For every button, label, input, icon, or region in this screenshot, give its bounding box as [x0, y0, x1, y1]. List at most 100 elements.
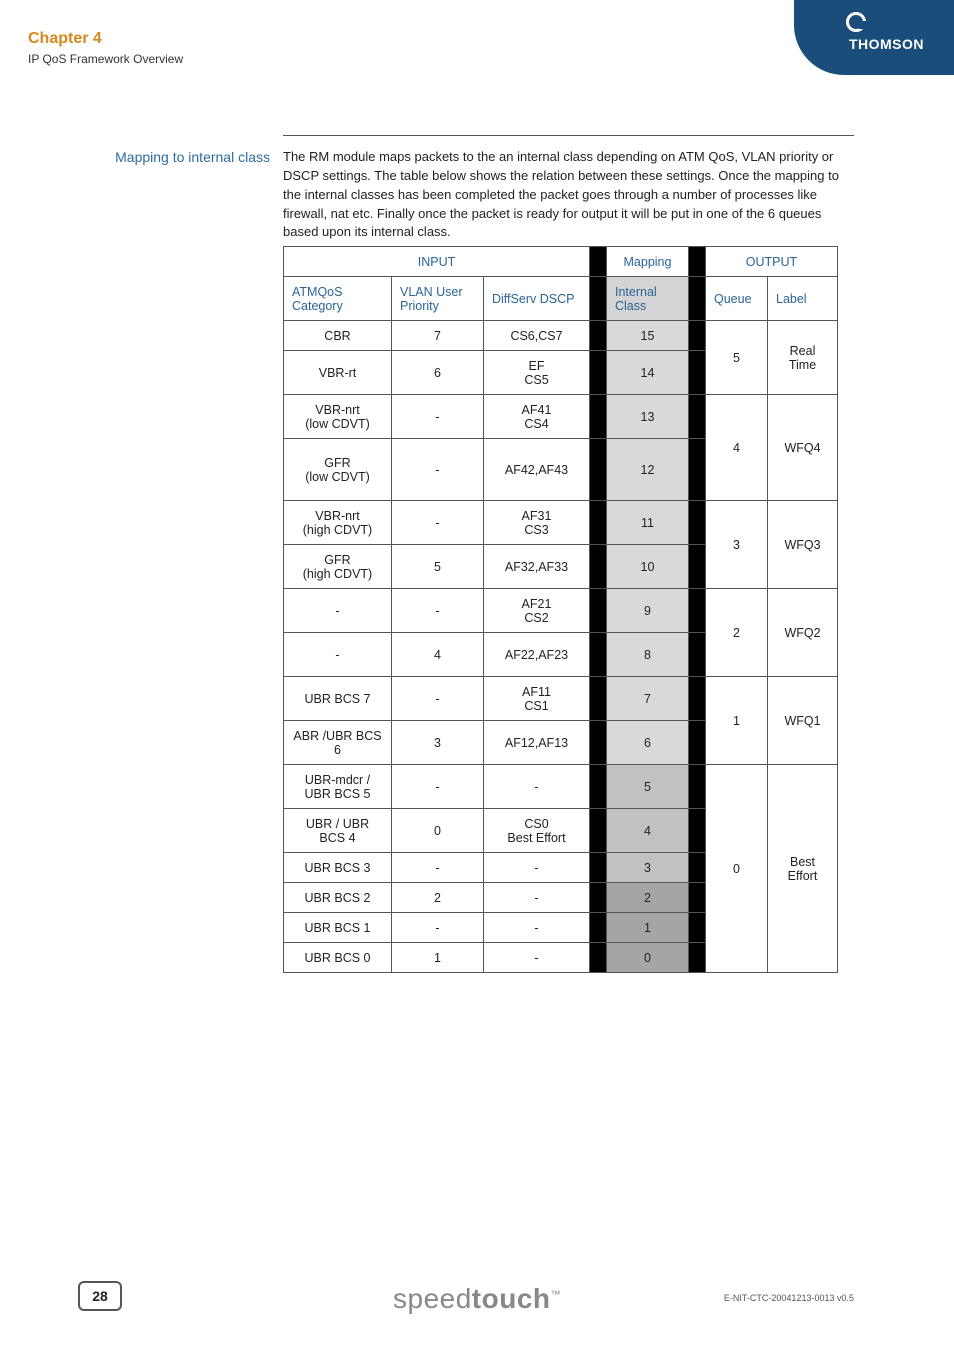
cell-dscp: AF21CS2 — [484, 589, 590, 633]
table-separator — [689, 853, 706, 883]
cell-dscp: AF31CS3 — [484, 501, 590, 545]
cell-internal-class: 10 — [607, 545, 689, 589]
brand-ring-icon — [846, 12, 866, 32]
table-separator — [590, 913, 607, 943]
table-separator — [689, 721, 706, 765]
table-separator — [689, 809, 706, 853]
cell-queue: 2 — [706, 589, 768, 677]
cell-vlan: 1 — [392, 943, 484, 973]
cell-vlan: - — [392, 501, 484, 545]
table-separator — [689, 943, 706, 973]
cell-vlan: - — [392, 677, 484, 721]
cell-vlan: - — [392, 589, 484, 633]
cell-internal-class: 14 — [607, 351, 689, 395]
input-group-header: INPUT — [284, 247, 590, 277]
cell-atm: - — [284, 589, 392, 633]
table-separator — [590, 439, 607, 501]
table-separator — [590, 321, 607, 351]
table-separator — [590, 395, 607, 439]
brand-corner: THOMSON — [794, 0, 954, 75]
document-id: E-NIT-CTC-20041213-0013 v0.5 — [724, 1293, 854, 1303]
brand-name: THOMSON — [849, 36, 924, 52]
table-separator — [689, 439, 706, 501]
table-separator — [590, 853, 607, 883]
cell-dscp: - — [484, 765, 590, 809]
table-separator — [590, 721, 607, 765]
table-separator — [689, 277, 706, 321]
table-separator — [689, 501, 706, 545]
table-row: UBR BCS 7-AF11CS171WFQ1 — [284, 677, 838, 721]
cell-dscp: AF11CS1 — [484, 677, 590, 721]
cell-internal-class: 4 — [607, 809, 689, 853]
cell-queue: 3 — [706, 501, 768, 589]
cell-atm: VBR-rt — [284, 351, 392, 395]
table-row: CBR7CS6,CS7155Real Time — [284, 321, 838, 351]
qos-mapping-table: INPUTMappingOUTPUTATMQoS CategoryVLAN Us… — [283, 246, 838, 973]
cell-label: WFQ4 — [768, 395, 838, 501]
table-separator — [590, 589, 607, 633]
cell-label: Real Time — [768, 321, 838, 395]
cell-internal-class: 6 — [607, 721, 689, 765]
side-heading: Mapping to internal class — [60, 148, 270, 167]
page-header: Chapter 4 IP QoS Framework Overview THOM… — [0, 0, 954, 90]
cell-atm: - — [284, 633, 392, 677]
cell-label: WFQ2 — [768, 589, 838, 677]
cell-internal-class: 7 — [607, 677, 689, 721]
section-divider — [283, 135, 854, 136]
cell-internal-class: 0 — [607, 943, 689, 973]
cell-internal-class: 13 — [607, 395, 689, 439]
cell-dscp: - — [484, 943, 590, 973]
cell-vlan: - — [392, 913, 484, 943]
cell-atm: UBR-mdcr / UBR BCS 5 — [284, 765, 392, 809]
cell-internal-class: 8 — [607, 633, 689, 677]
chapter-subtitle: IP QoS Framework Overview — [28, 52, 183, 66]
col-label-header: Label — [768, 277, 838, 321]
cell-atm: UBR BCS 7 — [284, 677, 392, 721]
cell-vlan: 3 — [392, 721, 484, 765]
table-separator — [689, 545, 706, 589]
col-atm-header: ATMQoS Category — [284, 277, 392, 321]
cell-vlan: - — [392, 765, 484, 809]
cell-queue: 0 — [706, 765, 768, 973]
cell-dscp: EFCS5 — [484, 351, 590, 395]
cell-vlan: 6 — [392, 351, 484, 395]
cell-dscp: CS0Best Effort — [484, 809, 590, 853]
cell-label: Best Effort — [768, 765, 838, 973]
cell-dscp: AF32,AF33 — [484, 545, 590, 589]
table-row: UBR-mdcr / UBR BCS 5--50Best Effort — [284, 765, 838, 809]
table-separator — [689, 633, 706, 677]
cell-atm: VBR-nrt(high CDVT) — [284, 501, 392, 545]
cell-internal-class: 12 — [607, 439, 689, 501]
cell-internal-class: 15 — [607, 321, 689, 351]
output-group-header: OUTPUT — [706, 247, 838, 277]
table-separator — [590, 809, 607, 853]
brand-light: speed — [393, 1283, 472, 1314]
cell-internal-class: 1 — [607, 913, 689, 943]
table-separator — [590, 883, 607, 913]
cell-atm: GFR(high CDVT) — [284, 545, 392, 589]
cell-dscp: - — [484, 883, 590, 913]
cell-internal-class: 5 — [607, 765, 689, 809]
cell-atm: UBR BCS 3 — [284, 853, 392, 883]
cell-vlan: 0 — [392, 809, 484, 853]
cell-internal-class: 9 — [607, 589, 689, 633]
chapter-title: Chapter 4 — [28, 30, 102, 48]
footer-brand: speedtouch™ — [393, 1283, 561, 1315]
table-separator — [689, 395, 706, 439]
cell-atm: UBR BCS 1 — [284, 913, 392, 943]
cell-dscp: CS6,CS7 — [484, 321, 590, 351]
page-number: 28 — [78, 1281, 122, 1311]
table-row: --AF21CS292WFQ2 — [284, 589, 838, 633]
table-separator — [689, 247, 706, 277]
cell-vlan: 4 — [392, 633, 484, 677]
page-footer: 28 speedtouch™ E-NIT-CTC-20041213-0013 v… — [0, 1251, 954, 1311]
table-separator — [590, 633, 607, 677]
cell-vlan: 2 — [392, 883, 484, 913]
col-queue-header: Queue — [706, 277, 768, 321]
table-separator — [590, 351, 607, 395]
cell-atm: UBR / UBR BCS 4 — [284, 809, 392, 853]
cell-vlan: - — [392, 439, 484, 501]
cell-dscp: AF42,AF43 — [484, 439, 590, 501]
table-separator — [590, 943, 607, 973]
cell-dscp: AF22,AF23 — [484, 633, 590, 677]
